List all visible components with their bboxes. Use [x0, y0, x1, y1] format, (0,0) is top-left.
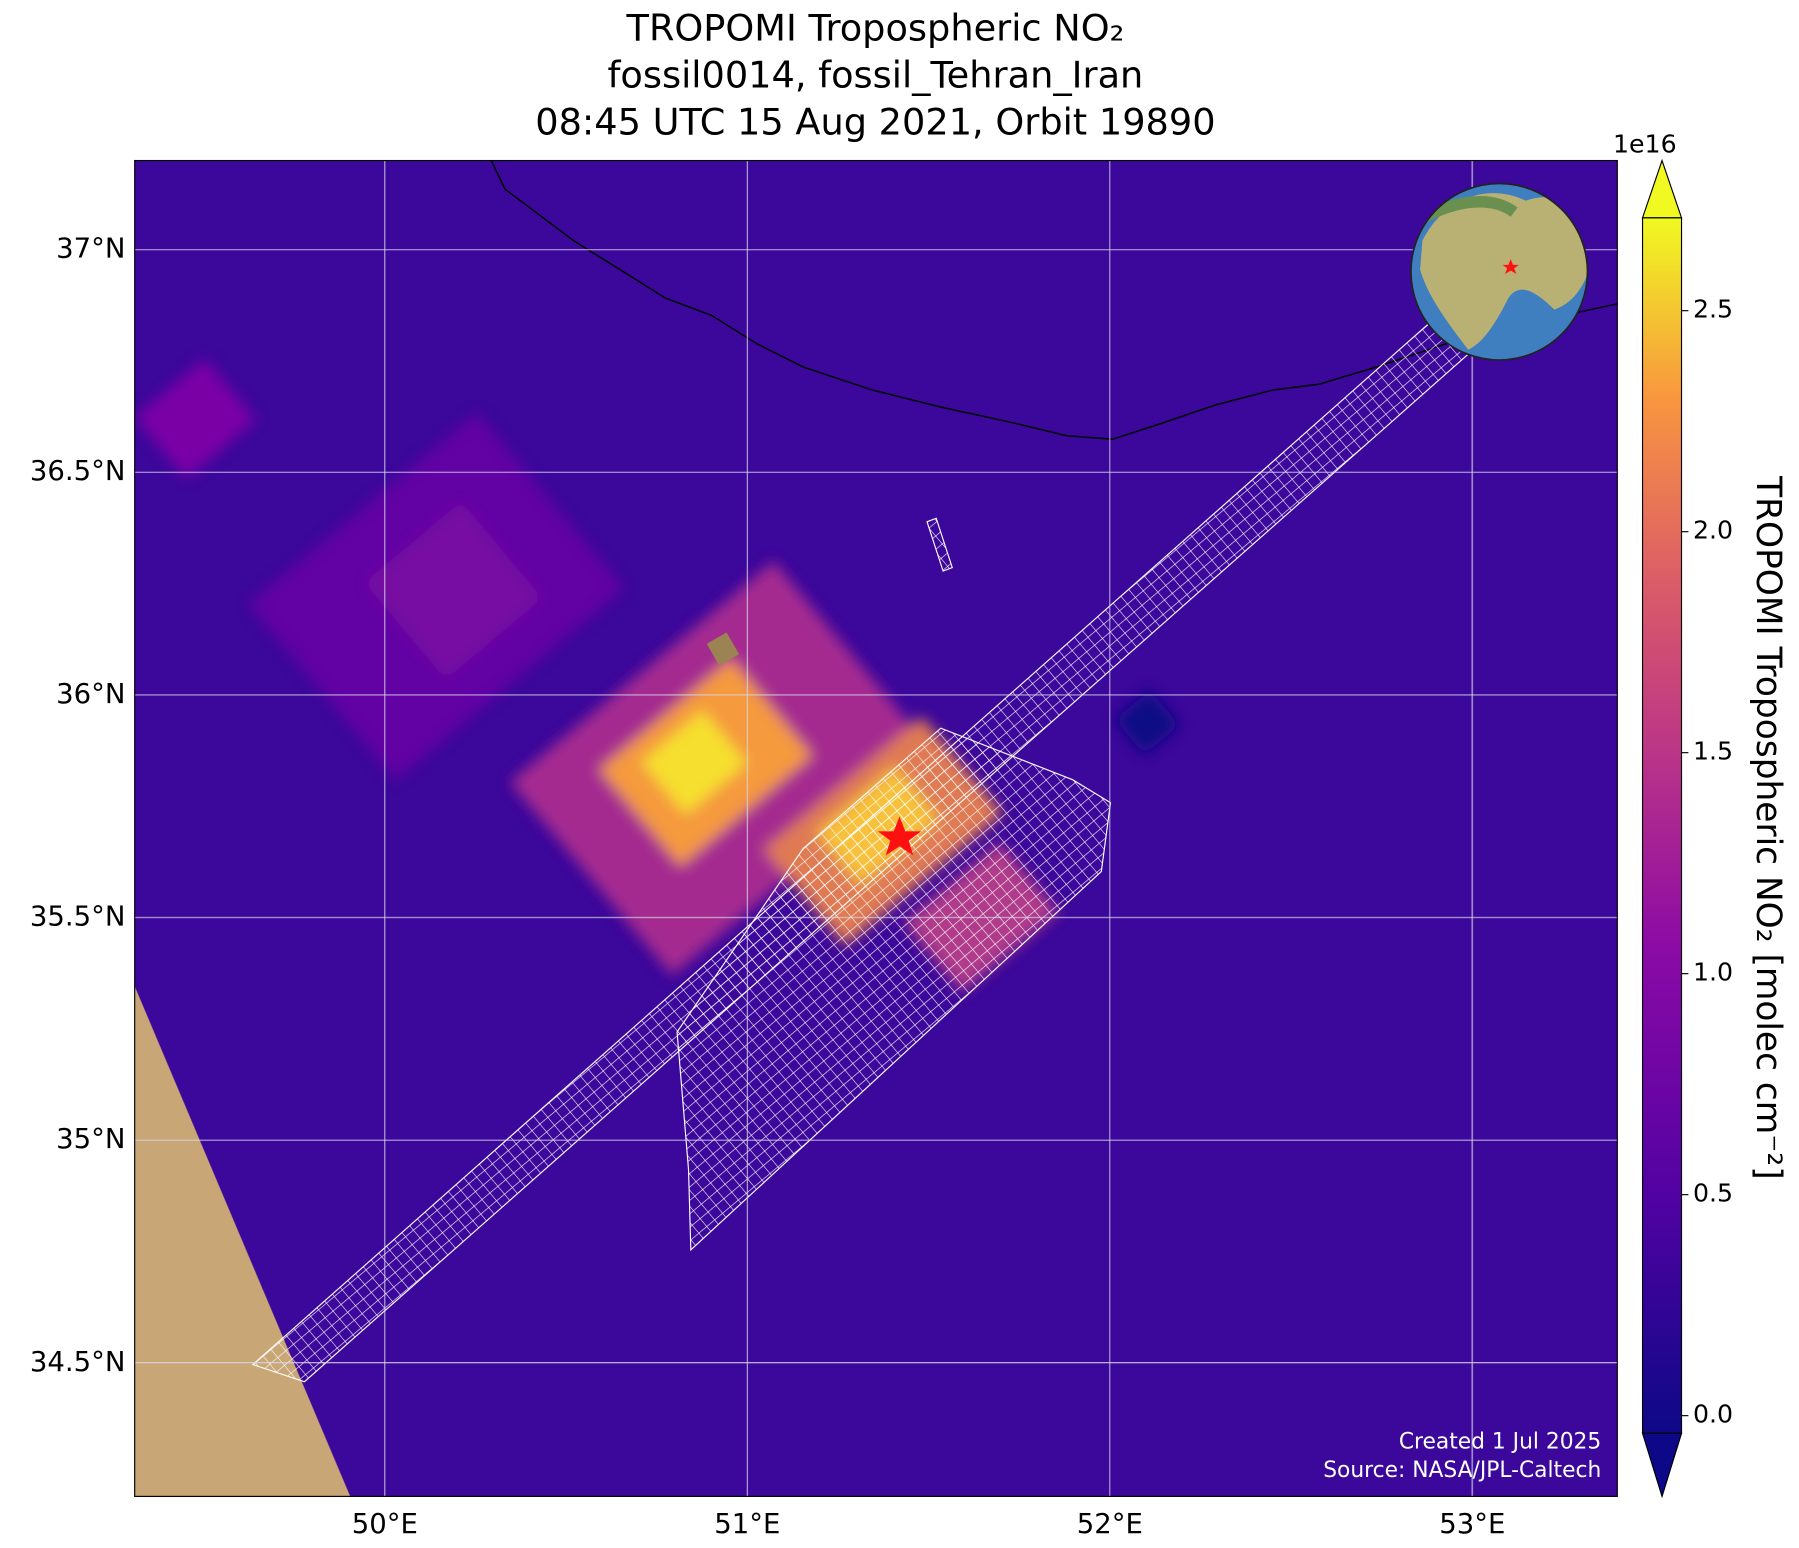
- y-tick-label: 34.5°N: [30, 1346, 126, 1378]
- colorbar-exponent: 1e16: [1613, 130, 1677, 159]
- land-imagery: [706, 632, 740, 666]
- colorbar-tick-label: 2.5: [1693, 295, 1733, 324]
- title-line: TROPOMI Tropospheric NO₂: [626, 6, 1125, 49]
- plot-frame: [134, 159, 1618, 1497]
- x-tick-label: 51°E: [714, 1508, 780, 1540]
- x-tick-label: 53°E: [1439, 1508, 1505, 1540]
- colorbar: 0.0 0.5 1.0 1.5 2.0 2.5 1e16 TROPOMI Tropospher…: [1613, 130, 1788, 1499]
- x-tick-label: 52°E: [1077, 1508, 1143, 1540]
- globe-inset: [1410, 182, 1589, 361]
- title-line: 08:45 UTC 15 Aug 2021, Orbit 19890: [535, 100, 1215, 143]
- colorbar-label: TROPOMI Tropospheric NO₂ [molec cm⁻²]: [1748, 475, 1788, 1179]
- grid: [134, 160, 1618, 1497]
- colorbar-tick-label: 0.0: [1693, 1400, 1733, 1429]
- y-tick-label: 37°N: [56, 233, 125, 265]
- x-tick-label: 50°E: [352, 1508, 418, 1540]
- y-tick-label: 35.5°N: [30, 901, 126, 933]
- sounding-footprints: [251, 303, 1481, 1383]
- y-tick-label: 36.5°N: [30, 455, 126, 487]
- map-layer: [134, 160, 1618, 1497]
- title-line: fossil0014, fossil_Tehran_Iran: [608, 53, 1144, 96]
- y-tick-label: 36°N: [56, 678, 125, 710]
- colorbar-tick-label: 2.0: [1693, 516, 1733, 545]
- colorbar-tick-label: 1.0: [1693, 958, 1733, 987]
- site-marker: [877, 816, 922, 856]
- colorbar-tick-label: 0.5: [1693, 1179, 1733, 1208]
- y-tick-label: 35°N: [56, 1123, 125, 1155]
- credit-note: Source: NASA/JPL-Caltech: [1323, 1458, 1601, 1483]
- coastline: [490, 160, 1618, 440]
- colorbar-tick-label: 1.5: [1693, 737, 1733, 766]
- credit-note: Created 1 Jul 2025: [1399, 1430, 1601, 1455]
